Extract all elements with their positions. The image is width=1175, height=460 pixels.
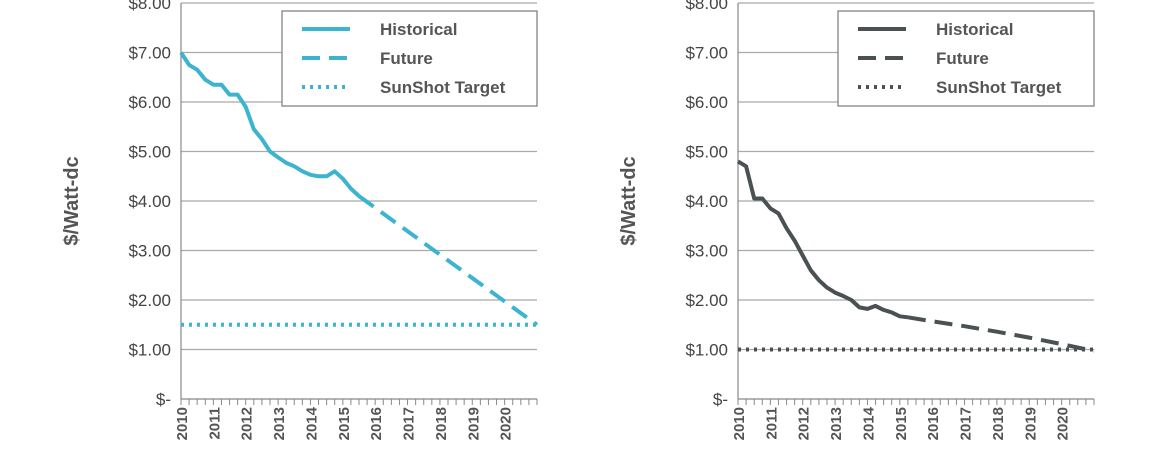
x-tick-label: 2013 <box>271 407 288 440</box>
y-tick-label: $6.00 <box>128 93 171 112</box>
x-tick-label: 2019 <box>465 407 482 440</box>
legend-label: Future <box>380 49 433 68</box>
series-line-historical <box>736 159 909 320</box>
x-tick-label: 2018 <box>433 407 450 440</box>
x-tick-label: 2010 <box>174 407 191 440</box>
x-tick-label: 2017 <box>958 407 975 440</box>
legend-label: Historical <box>380 20 457 39</box>
legend-box <box>837 10 1095 107</box>
y-tick-label: $2.00 <box>128 291 171 310</box>
y-tick-label: $4.00 <box>685 192 728 211</box>
y-tick-label: $1.00 <box>128 341 171 360</box>
chart-left: $- $1.00 $2.00 $3.00 $4.00 $5.00 $6.00 $7.00 $8.… <box>61 0 539 440</box>
x-tick-label: 2020 <box>498 407 515 440</box>
y-axis-label: $/Watt-dc <box>61 156 83 245</box>
x-tick-label: 2017 <box>401 407 418 440</box>
legend-label: SunShot Target <box>380 78 506 97</box>
x-tick-label: 2010 <box>731 407 748 440</box>
legend-label: Historical <box>936 20 1013 39</box>
y-tick-label: $6.00 <box>685 93 728 112</box>
x-tick-label: 2011 <box>763 407 780 440</box>
y-tick-label: $5.00 <box>685 143 728 162</box>
x-tick-label: 2014 <box>860 406 877 440</box>
x-tick-label: 2016 <box>925 407 942 440</box>
legend-box <box>281 10 538 107</box>
series-line-future <box>357 194 539 327</box>
legend-label: SunShot Target <box>936 78 1062 97</box>
y-tick-label: $3.00 <box>685 242 728 261</box>
y-tick-label: $8.00 <box>685 0 728 13</box>
y-tick-label: $2.00 <box>685 291 728 310</box>
x-tick-label: 2015 <box>336 407 353 440</box>
x-tick-label: 2011 <box>206 407 223 440</box>
x-tick-label: 2020 <box>1055 407 1072 440</box>
y-tick-label: $8.00 <box>128 0 171 13</box>
x-tick-label: 2015 <box>893 407 910 440</box>
series-line-future <box>907 315 1095 353</box>
y-tick-label: $5.00 <box>128 143 171 162</box>
y-tick-label: $4.00 <box>128 192 171 211</box>
x-tick-label: 2018 <box>990 407 1007 440</box>
y-tick-label: $7.00 <box>685 44 728 63</box>
chart-right: $- $1.00 $2.00 $3.00 $4.00 $5.00 $6.00 $7.00 $8.… <box>618 0 1095 440</box>
x-tick-label: 2012 <box>796 407 813 440</box>
y-tick-label: $1.00 <box>685 341 728 360</box>
y-tick-label: $- <box>156 390 171 409</box>
x-tick-label: 2019 <box>1022 407 1039 440</box>
y-axis-label: $/Watt-dc <box>618 156 640 245</box>
y-tick-label: $7.00 <box>128 44 171 63</box>
y-tick-label: $3.00 <box>128 242 171 261</box>
x-tick-label: 2016 <box>368 407 385 440</box>
x-tick-label: 2014 <box>303 406 320 440</box>
x-tick-label: 2012 <box>239 407 256 440</box>
y-tick-label: $- <box>713 390 728 409</box>
legend-label: Future <box>936 49 989 68</box>
series-line-historical <box>179 51 361 198</box>
x-tick-label: 2013 <box>828 407 845 440</box>
